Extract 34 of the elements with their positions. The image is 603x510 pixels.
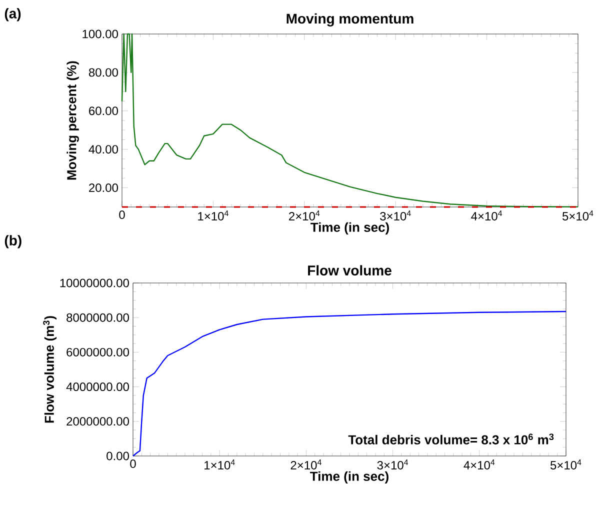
y-tick-label: 20.00 bbox=[89, 184, 118, 192]
y-tick-label: 60.00 bbox=[89, 106, 118, 116]
x-tick-label: 0 bbox=[119, 210, 125, 220]
line-series bbox=[132, 310, 567, 457]
x-tick-label: 5×10$^{4}$ bbox=[550, 460, 582, 470]
y-tick-label: 10000000.00 bbox=[60, 278, 129, 288]
y-tick-label: 80.00 bbox=[88, 68, 118, 77]
y-tick-label: 4000000.00 bbox=[66, 382, 129, 392]
y-tick-label: 0.00 bbox=[106, 452, 130, 460]
chart-title: Moving momentum bbox=[286, 13, 414, 26]
chart-title: Flow volume bbox=[308, 265, 392, 276]
y-tick-label: 8000000.00 bbox=[66, 313, 129, 322]
x-axis-title: Time (in sec) bbox=[310, 222, 389, 234]
x-tick-label: 2×10$^{4}$ bbox=[289, 210, 320, 220]
x-tick-label: 3×10$^{4}$ bbox=[380, 210, 411, 220]
x-tick-label: 3×10$^{4}$ bbox=[377, 460, 408, 470]
x-tick-label: 4×10$^{4}$ bbox=[464, 460, 495, 470]
y-tick-label: 6000000.00 bbox=[66, 348, 129, 356]
x-tick-label: 2×10$^{4}$ bbox=[290, 460, 322, 470]
x-tick-label: 4×10$^{4}$ bbox=[471, 210, 502, 220]
x-tick-label: 5×10$^{4}$ bbox=[562, 210, 594, 220]
y-axis-title: Moving percent (%) bbox=[66, 61, 79, 180]
y-tick-label: 2000000.00 bbox=[66, 417, 129, 426]
x-tick-label: 1×10$^{4}$ bbox=[204, 460, 235, 470]
x-axis-title: Time (in sec) bbox=[310, 471, 388, 484]
y-axis-title: Flow volume (m$^{3}$) bbox=[43, 316, 57, 423]
annotation: Total debris volume= 8.3 x 10$^{6}$ m$^{3}$ bbox=[348, 434, 554, 444]
text: (a) bbox=[4, 8, 21, 22]
line-series bbox=[121, 33, 579, 208]
y-tick-label: 40.00 bbox=[88, 145, 118, 154]
text: (b) bbox=[4, 235, 22, 248]
x-tick-label: 1×10$^{4}$ bbox=[198, 210, 228, 220]
x-tick-label: 0 bbox=[130, 460, 136, 468]
y-tick-label: 100.00 bbox=[82, 30, 118, 38]
